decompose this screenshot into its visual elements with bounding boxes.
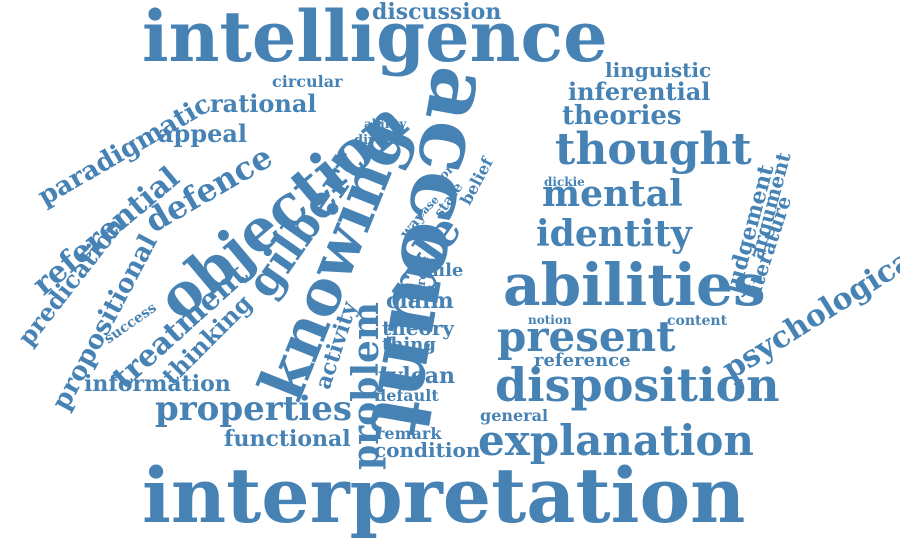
word-general: general <box>480 406 549 425</box>
word-reference: reference <box>534 350 631 371</box>
word-linguistic: linguistic <box>605 58 712 82</box>
word-ability: ability <box>364 117 407 131</box>
word-disposition: disposition <box>495 358 780 412</box>
word-appeal: appeal <box>158 119 248 148</box>
word-mental: mental <box>542 173 683 215</box>
word-dickie: dickie <box>544 175 585 189</box>
word-identity: identity <box>536 213 692 255</box>
word-remark: remark <box>376 424 442 443</box>
word-explanation: explanation <box>478 416 754 465</box>
word-properties: properties <box>155 389 353 429</box>
word-interpretation: interpretation <box>142 451 746 540</box>
word-claim: claim <box>386 288 454 314</box>
word-direct: direct <box>354 133 398 148</box>
word-theory: theory <box>382 316 455 340</box>
word-inferential: inferential <box>568 77 711 106</box>
word-content: content <box>667 313 728 329</box>
word-rylean: rylean <box>378 363 455 389</box>
word-abilities: abilities <box>503 251 766 319</box>
word-notion: notion <box>528 313 572 327</box>
word-theories: theories <box>562 101 682 131</box>
word-functional: functional <box>224 426 351 452</box>
word-information: information <box>84 371 231 397</box>
word-default: default <box>375 386 439 405</box>
word-rational: rational <box>210 89 317 118</box>
word-circular: circular <box>272 72 343 91</box>
word-thing: thing <box>382 334 436 355</box>
word-file: file <box>432 260 464 281</box>
word-thought: thought <box>555 124 752 175</box>
word-intelligence: intelligence <box>142 0 608 78</box>
word-condition: condition <box>374 438 481 462</box>
word-discussion: discussion <box>372 0 502 25</box>
word-present: present <box>497 312 676 361</box>
